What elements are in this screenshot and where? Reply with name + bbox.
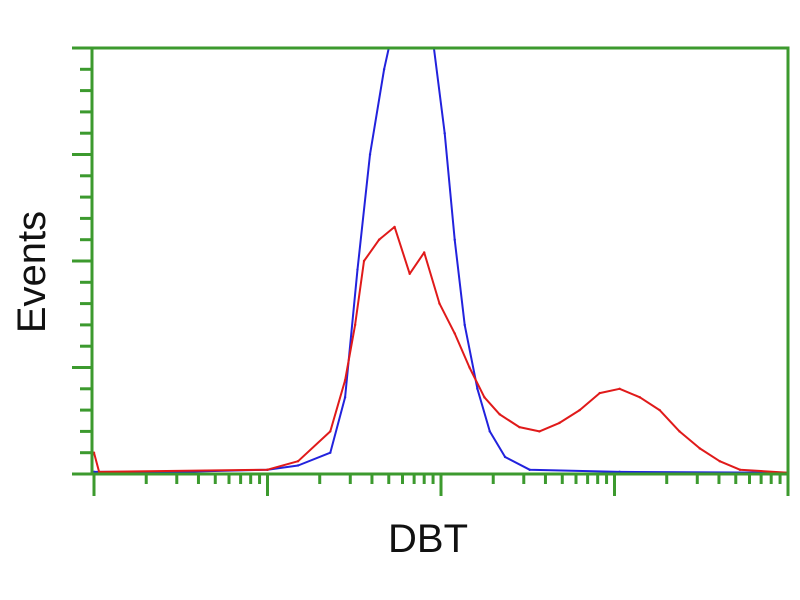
data-point — [463, 323, 466, 327]
x-axis-label: DBT — [388, 517, 468, 561]
data-point — [476, 387, 479, 390]
data-point — [658, 408, 661, 412]
data-point — [422, 251, 426, 254]
data-point — [678, 430, 681, 433]
data-point — [518, 425, 521, 429]
data-point — [718, 460, 721, 463]
data-point — [578, 408, 581, 412]
data-point — [453, 238, 456, 241]
series-line-1 — [93, 225, 789, 474]
data-point — [498, 413, 501, 416]
data-point — [377, 238, 381, 241]
data-point — [362, 259, 366, 263]
data-point — [266, 468, 269, 471]
data-point — [353, 323, 357, 327]
axis-ticks — [72, 46, 790, 496]
y-axis-label: Events — [10, 211, 54, 333]
data-point — [638, 396, 642, 399]
data-point — [558, 421, 561, 425]
data-point — [296, 464, 300, 467]
data-point — [329, 430, 332, 433]
series-line-0 — [94, 47, 789, 474]
data-point — [698, 447, 701, 450]
data-point — [483, 396, 486, 399]
data-point — [503, 455, 507, 459]
data-point — [343, 379, 347, 382]
data-point — [343, 396, 347, 399]
data-point — [443, 132, 446, 135]
data-point — [468, 366, 471, 369]
data-point — [488, 430, 491, 433]
data-point — [528, 468, 531, 471]
data-point — [296, 460, 300, 463]
data-point — [453, 332, 456, 335]
data-point — [382, 68, 386, 71]
data-point — [598, 391, 601, 395]
data-point — [438, 302, 441, 305]
data-point — [97, 470, 101, 474]
data-point — [356, 268, 359, 271]
data-point — [538, 430, 541, 433]
data-point — [408, 272, 411, 275]
data-point — [738, 468, 742, 471]
data-point — [329, 451, 332, 454]
data-point — [368, 153, 372, 156]
data-point — [393, 225, 396, 229]
data-point — [618, 470, 621, 474]
data-point — [618, 387, 621, 390]
series-layer — [92, 46, 790, 474]
plot-frame — [90, 46, 790, 476]
